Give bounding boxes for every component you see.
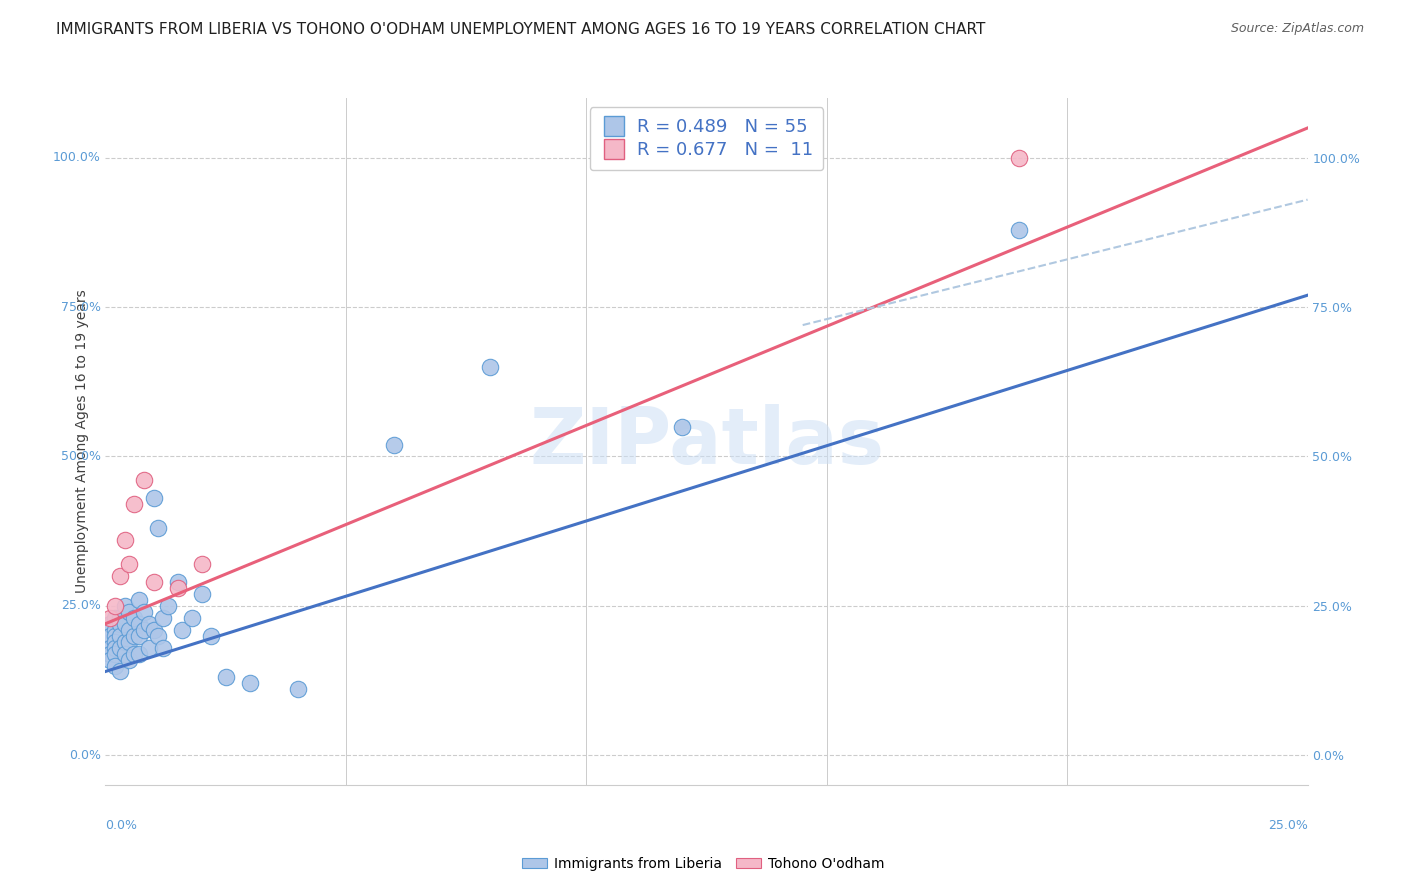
Point <box>181 611 204 625</box>
Text: 25.0%: 25.0% <box>60 599 101 612</box>
Point <box>98 640 121 655</box>
Text: ZIPatlas: ZIPatlas <box>529 403 884 480</box>
Point <box>114 616 136 631</box>
Point <box>104 623 127 637</box>
Point <box>214 670 236 684</box>
Point <box>142 491 165 506</box>
Point <box>104 599 127 613</box>
Point <box>108 611 131 625</box>
Point <box>118 605 141 619</box>
Point <box>98 629 121 643</box>
Point <box>104 658 127 673</box>
Point <box>124 647 146 661</box>
Point <box>124 629 146 643</box>
Point <box>152 611 174 625</box>
Point <box>114 634 136 648</box>
Point <box>104 634 127 648</box>
Point <box>172 623 194 637</box>
Point <box>152 640 174 655</box>
Point <box>200 629 222 643</box>
Legend: R = 0.489   N = 55, R = 0.677   N =  11: R = 0.489 N = 55, R = 0.677 N = 11 <box>589 107 824 170</box>
Point <box>118 623 141 637</box>
Point <box>128 647 150 661</box>
Point <box>156 599 179 613</box>
Point <box>108 616 131 631</box>
Point <box>114 599 136 613</box>
Point <box>118 634 141 648</box>
Point <box>128 629 150 643</box>
Point <box>124 611 146 625</box>
Point <box>142 574 165 589</box>
Point <box>104 647 127 661</box>
Legend: Immigrants from Liberia, Tohono O'odham: Immigrants from Liberia, Tohono O'odham <box>516 851 890 876</box>
Point <box>479 359 502 374</box>
Point <box>287 682 309 697</box>
Point <box>382 437 405 451</box>
Point <box>138 640 160 655</box>
Point <box>239 676 262 690</box>
Point <box>166 581 188 595</box>
Text: 50.0%: 50.0% <box>60 450 101 463</box>
Point <box>98 616 121 631</box>
Point <box>132 605 155 619</box>
Point <box>166 574 188 589</box>
Point <box>104 611 127 625</box>
Point <box>98 611 121 625</box>
Text: 0.0%: 0.0% <box>69 748 101 762</box>
Point <box>132 474 155 488</box>
Point <box>142 623 165 637</box>
Point <box>124 497 146 511</box>
Point <box>104 640 127 655</box>
Point <box>132 623 155 637</box>
Point <box>118 557 141 571</box>
Text: 0.0%: 0.0% <box>105 819 138 831</box>
Point <box>108 665 131 679</box>
Text: IMMIGRANTS FROM LIBERIA VS TOHONO O'ODHAM UNEMPLOYMENT AMONG AGES 16 TO 19 YEARS: IMMIGRANTS FROM LIBERIA VS TOHONO O'ODHA… <box>56 22 986 37</box>
Point <box>98 652 121 666</box>
Point <box>108 569 131 583</box>
Point <box>114 647 136 661</box>
Point <box>108 629 131 643</box>
Point <box>128 616 150 631</box>
Point <box>98 647 121 661</box>
Text: 75.0%: 75.0% <box>60 301 101 314</box>
Point <box>128 592 150 607</box>
Point <box>190 587 212 601</box>
Point <box>1008 222 1031 236</box>
Point <box>671 419 693 434</box>
Point <box>148 521 170 535</box>
Point <box>118 652 141 666</box>
Point <box>1008 151 1031 165</box>
Text: Source: ZipAtlas.com: Source: ZipAtlas.com <box>1230 22 1364 36</box>
Point <box>108 640 131 655</box>
Text: 25.0%: 25.0% <box>1268 819 1308 831</box>
Point <box>148 629 170 643</box>
Text: 100.0%: 100.0% <box>53 152 101 164</box>
Point <box>114 533 136 547</box>
Point <box>138 616 160 631</box>
Point <box>190 557 212 571</box>
Point <box>104 629 127 643</box>
Y-axis label: Unemployment Among Ages 16 to 19 years: Unemployment Among Ages 16 to 19 years <box>76 290 90 593</box>
